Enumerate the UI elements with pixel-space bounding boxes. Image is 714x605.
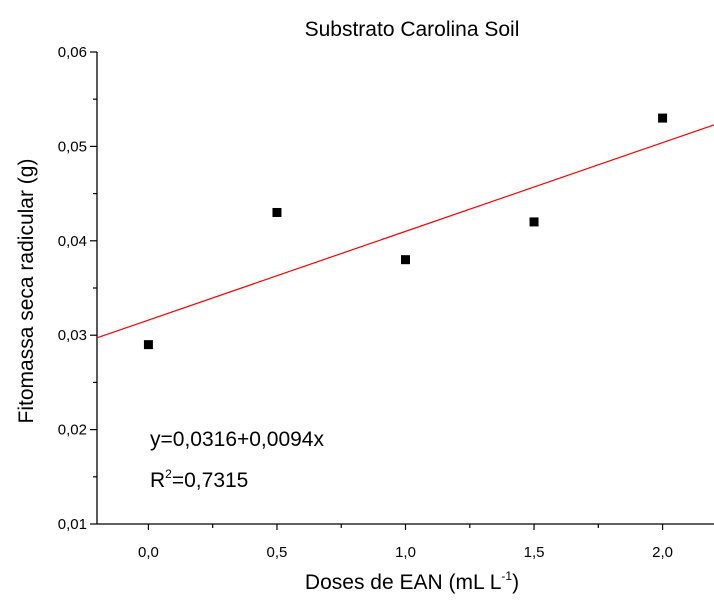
x-axis-title-base: Doses de EAN (mL L (305, 571, 501, 594)
equation-annotation: y=0,0316+0,0094x (150, 428, 324, 451)
axes (96, 52, 714, 525)
regression-line (96, 124, 714, 339)
data-point (529, 217, 539, 227)
y-tick-label: 0,03 (58, 327, 87, 344)
data-point (658, 113, 668, 123)
x-ticks: 0,0 0,5 1,0 1,5 2,0 (138, 524, 673, 561)
y-ticks: 0,01 0,02 0,03 0,04 0,05 0,06 (58, 44, 97, 533)
y-tick-label: 0,01 (58, 516, 87, 533)
x-tick-label: 1,5 (524, 544, 545, 561)
x-axis-title-sup: -1 (501, 569, 512, 583)
x-tick-label: 0,0 (138, 544, 159, 561)
data-point (401, 255, 410, 265)
r2-base: R (150, 469, 165, 492)
x-tick-label: 0,5 (267, 544, 288, 561)
r2-sup: 2 (165, 467, 172, 481)
data-point (272, 207, 282, 217)
r2-annotation: R2=0,7315 (150, 467, 248, 492)
chart-title: Substrato Carolina Soil (305, 18, 520, 41)
x-axis-title: Doses de EAN (mL L-1) (305, 569, 519, 594)
x-axis-title-close: ) (512, 571, 519, 594)
y-tick-label: 0,02 (58, 422, 87, 439)
y-tick-label: 0,05 (58, 138, 87, 155)
data-points-layer (143, 113, 668, 350)
y-tick-label: 0,04 (58, 233, 87, 250)
y-axis-title: Fitomassa seca radicular (g) (15, 159, 38, 424)
y-tick-label: 0,06 (58, 44, 87, 61)
r2-value: =0,7315 (172, 469, 249, 492)
x-tick-label: 2,0 (652, 544, 673, 561)
fit-line-layer (96, 124, 714, 339)
x-tick-label: 1,0 (395, 544, 416, 561)
data-point (143, 340, 153, 350)
